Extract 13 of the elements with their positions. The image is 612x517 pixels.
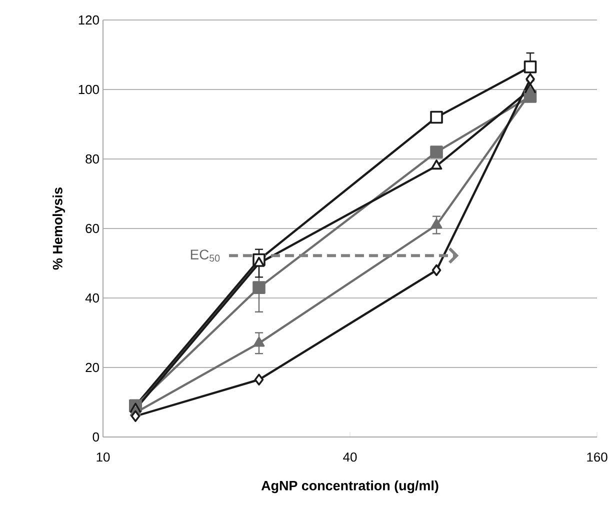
y-tick-label: 0 <box>92 432 99 442</box>
y-tick-label: 80 <box>86 154 99 164</box>
y-axis-title: % Hemolysis <box>52 188 66 270</box>
x-tick-label: 10 <box>96 452 110 462</box>
y-tick-label: 20 <box>86 362 99 372</box>
y-tick-label: 60 <box>86 224 99 234</box>
annotation: EC$_{50}$ <box>190 250 220 262</box>
x-tick-label: 160 <box>587 452 608 462</box>
y-tick-label: 120 <box>78 15 99 25</box>
x-tick-label: 40 <box>343 452 357 462</box>
y-tick-label: 100 <box>78 84 99 94</box>
x-axis-title: AgNP concentration (ug/ml) <box>261 480 438 494</box>
y-tick-label: 40 <box>85 293 99 303</box>
